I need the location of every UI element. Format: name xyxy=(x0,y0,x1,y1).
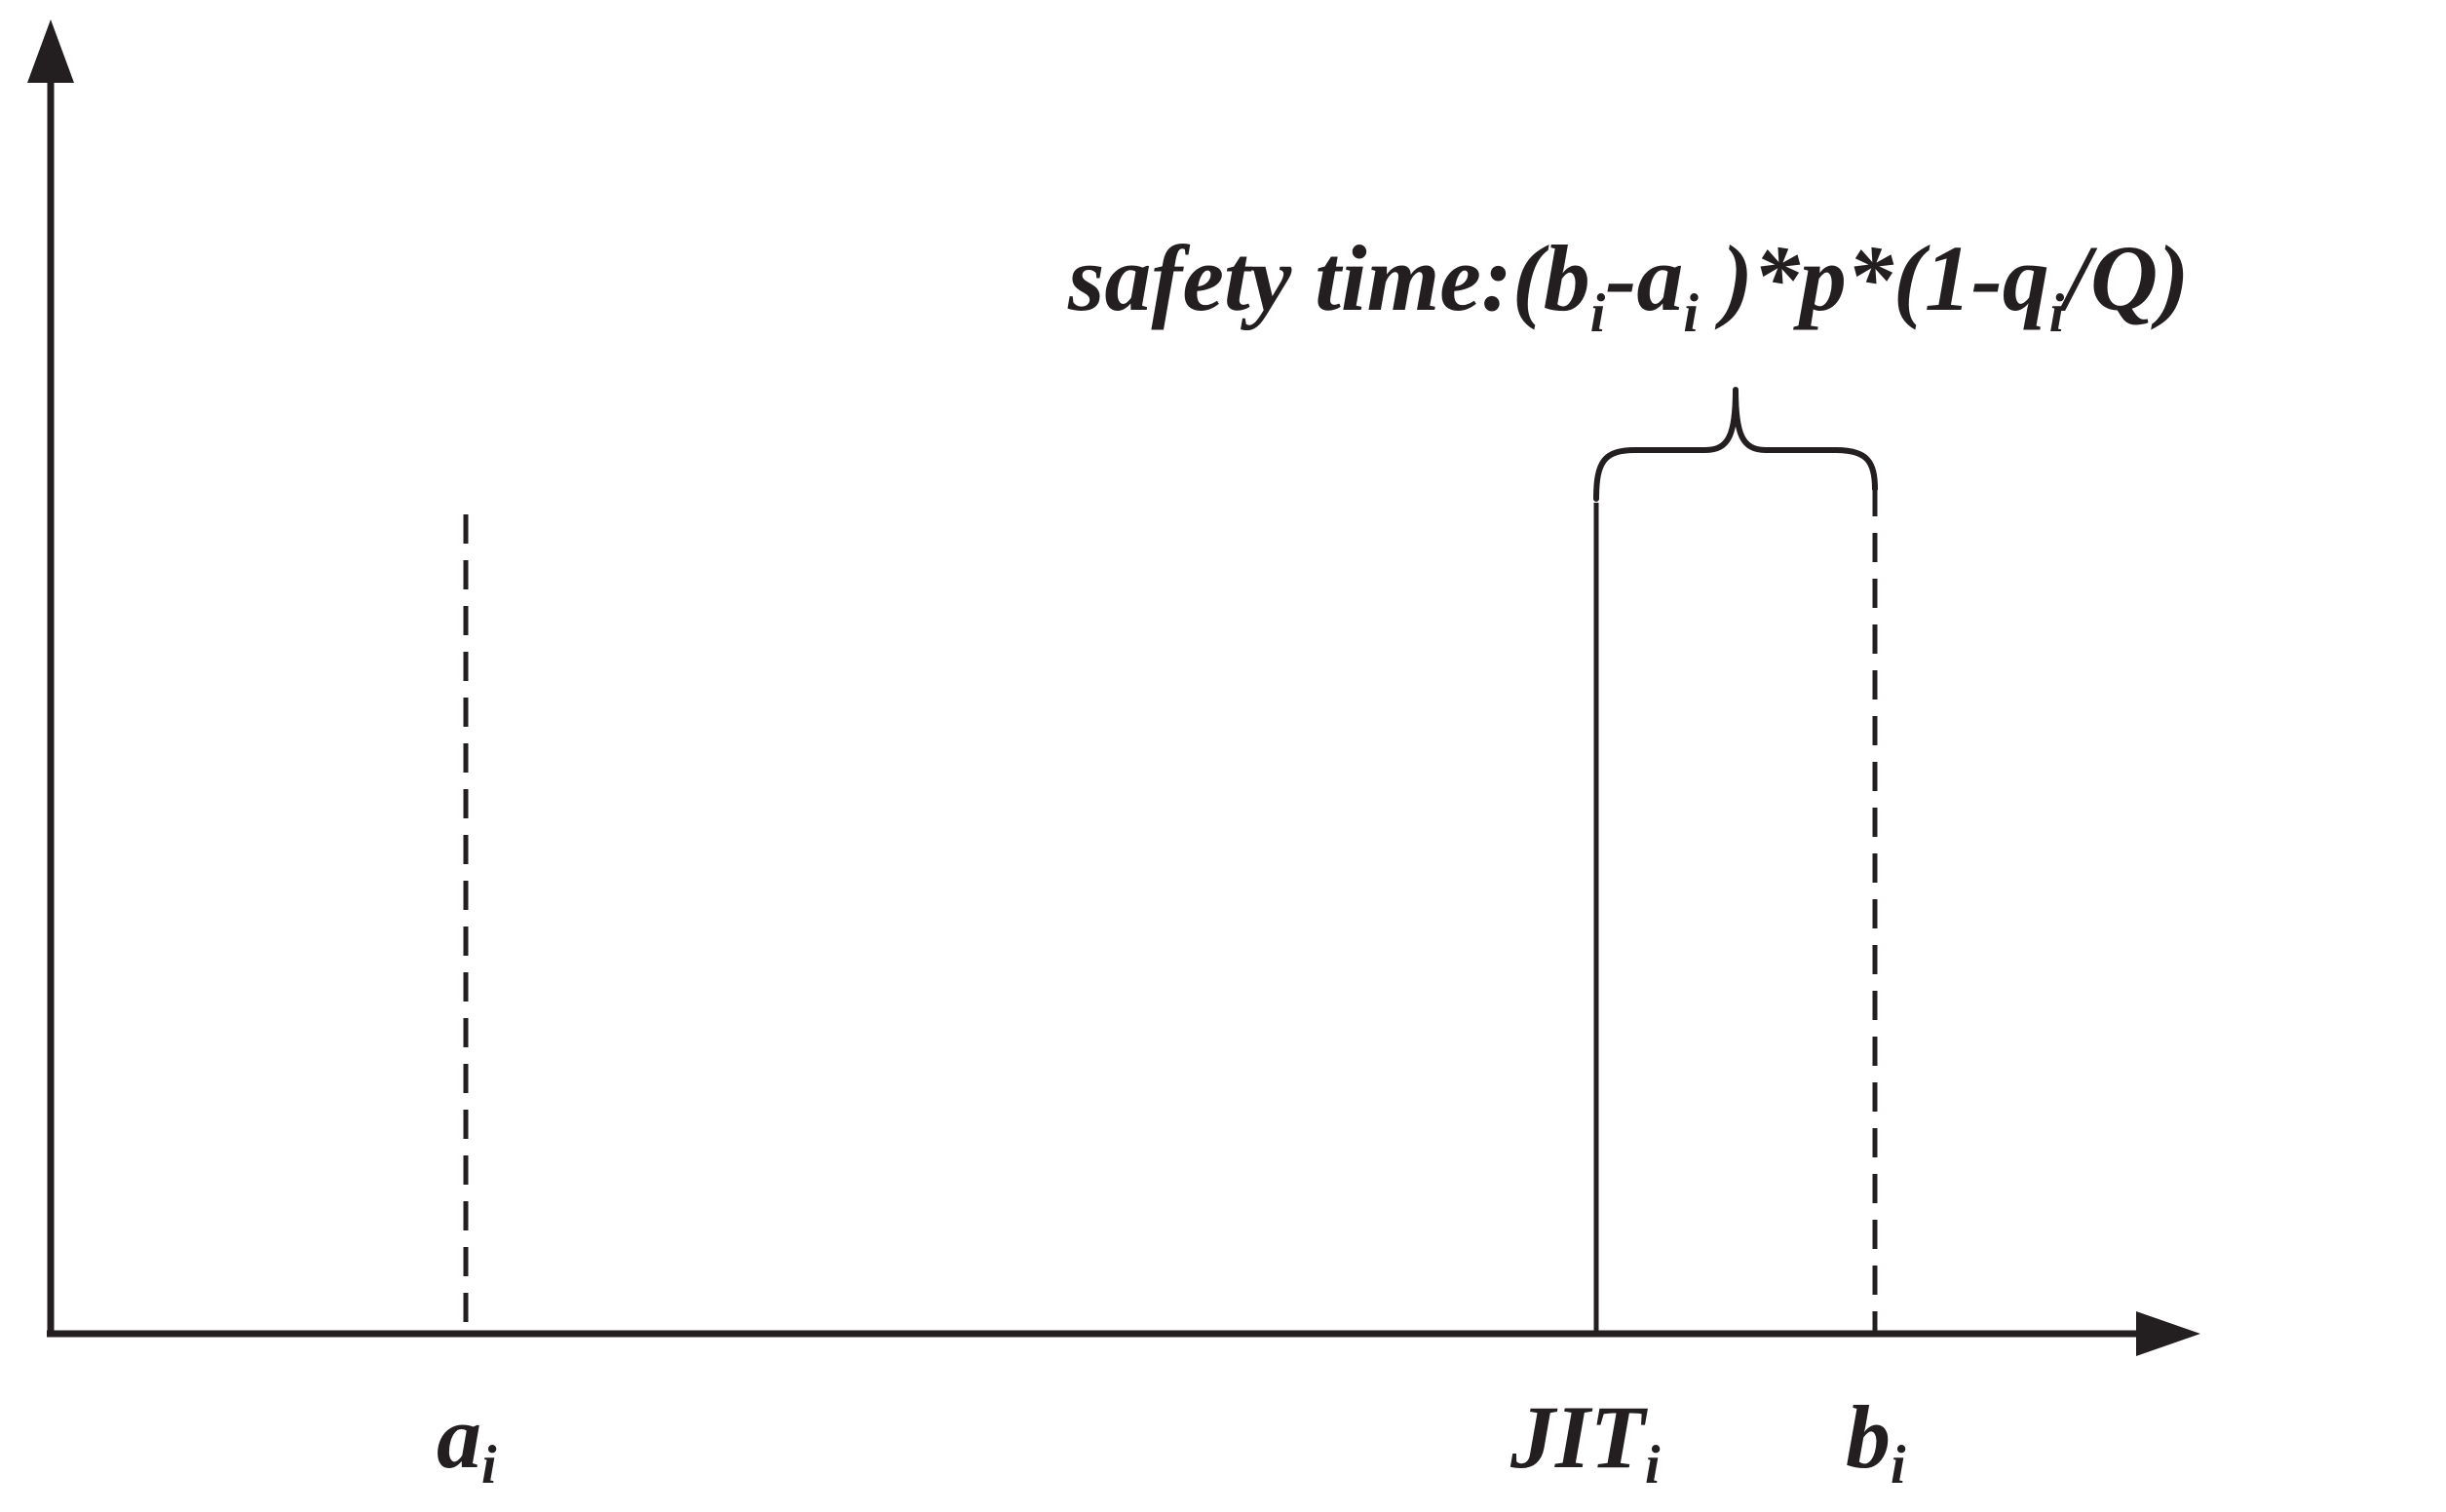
x-axis xyxy=(47,1311,2200,1356)
a-label: ai xyxy=(437,1387,497,1495)
safety-time-formula: safety time:(bi-ai )*p*(1-qi/Q) xyxy=(1067,226,2189,344)
x-axis-arrowhead xyxy=(2136,1311,2200,1356)
jit-label: JITi xyxy=(1510,1387,1661,1495)
safety-time-brace xyxy=(1593,387,1878,502)
b-label: bi xyxy=(1846,1387,1906,1495)
y-axis-arrowhead xyxy=(27,19,74,83)
y-axis xyxy=(27,19,74,1337)
